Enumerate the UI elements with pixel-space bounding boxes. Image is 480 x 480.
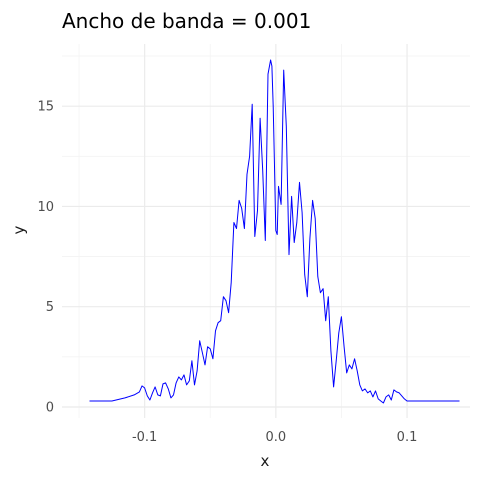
x-tick-label: -0.1 (132, 430, 157, 445)
x-tick-label: 0.0 (265, 430, 286, 445)
y-tick-label: 0 (46, 400, 54, 415)
tick-labels: -0.1 0.0 0.1 0 5 10 15 (37, 100, 417, 445)
density-line (89, 59, 460, 404)
x-tick-label: 0.1 (397, 430, 418, 445)
chart-title: Ancho de banda = 0.001 (62, 9, 311, 33)
y-axis-label: y (10, 225, 28, 234)
grid (62, 44, 470, 418)
y-tick-label: 10 (37, 200, 54, 215)
y-tick-label: 5 (46, 300, 54, 315)
x-axis-label: x (261, 452, 270, 470)
y-tick-label: 15 (37, 100, 54, 115)
plot-area (89, 59, 460, 404)
